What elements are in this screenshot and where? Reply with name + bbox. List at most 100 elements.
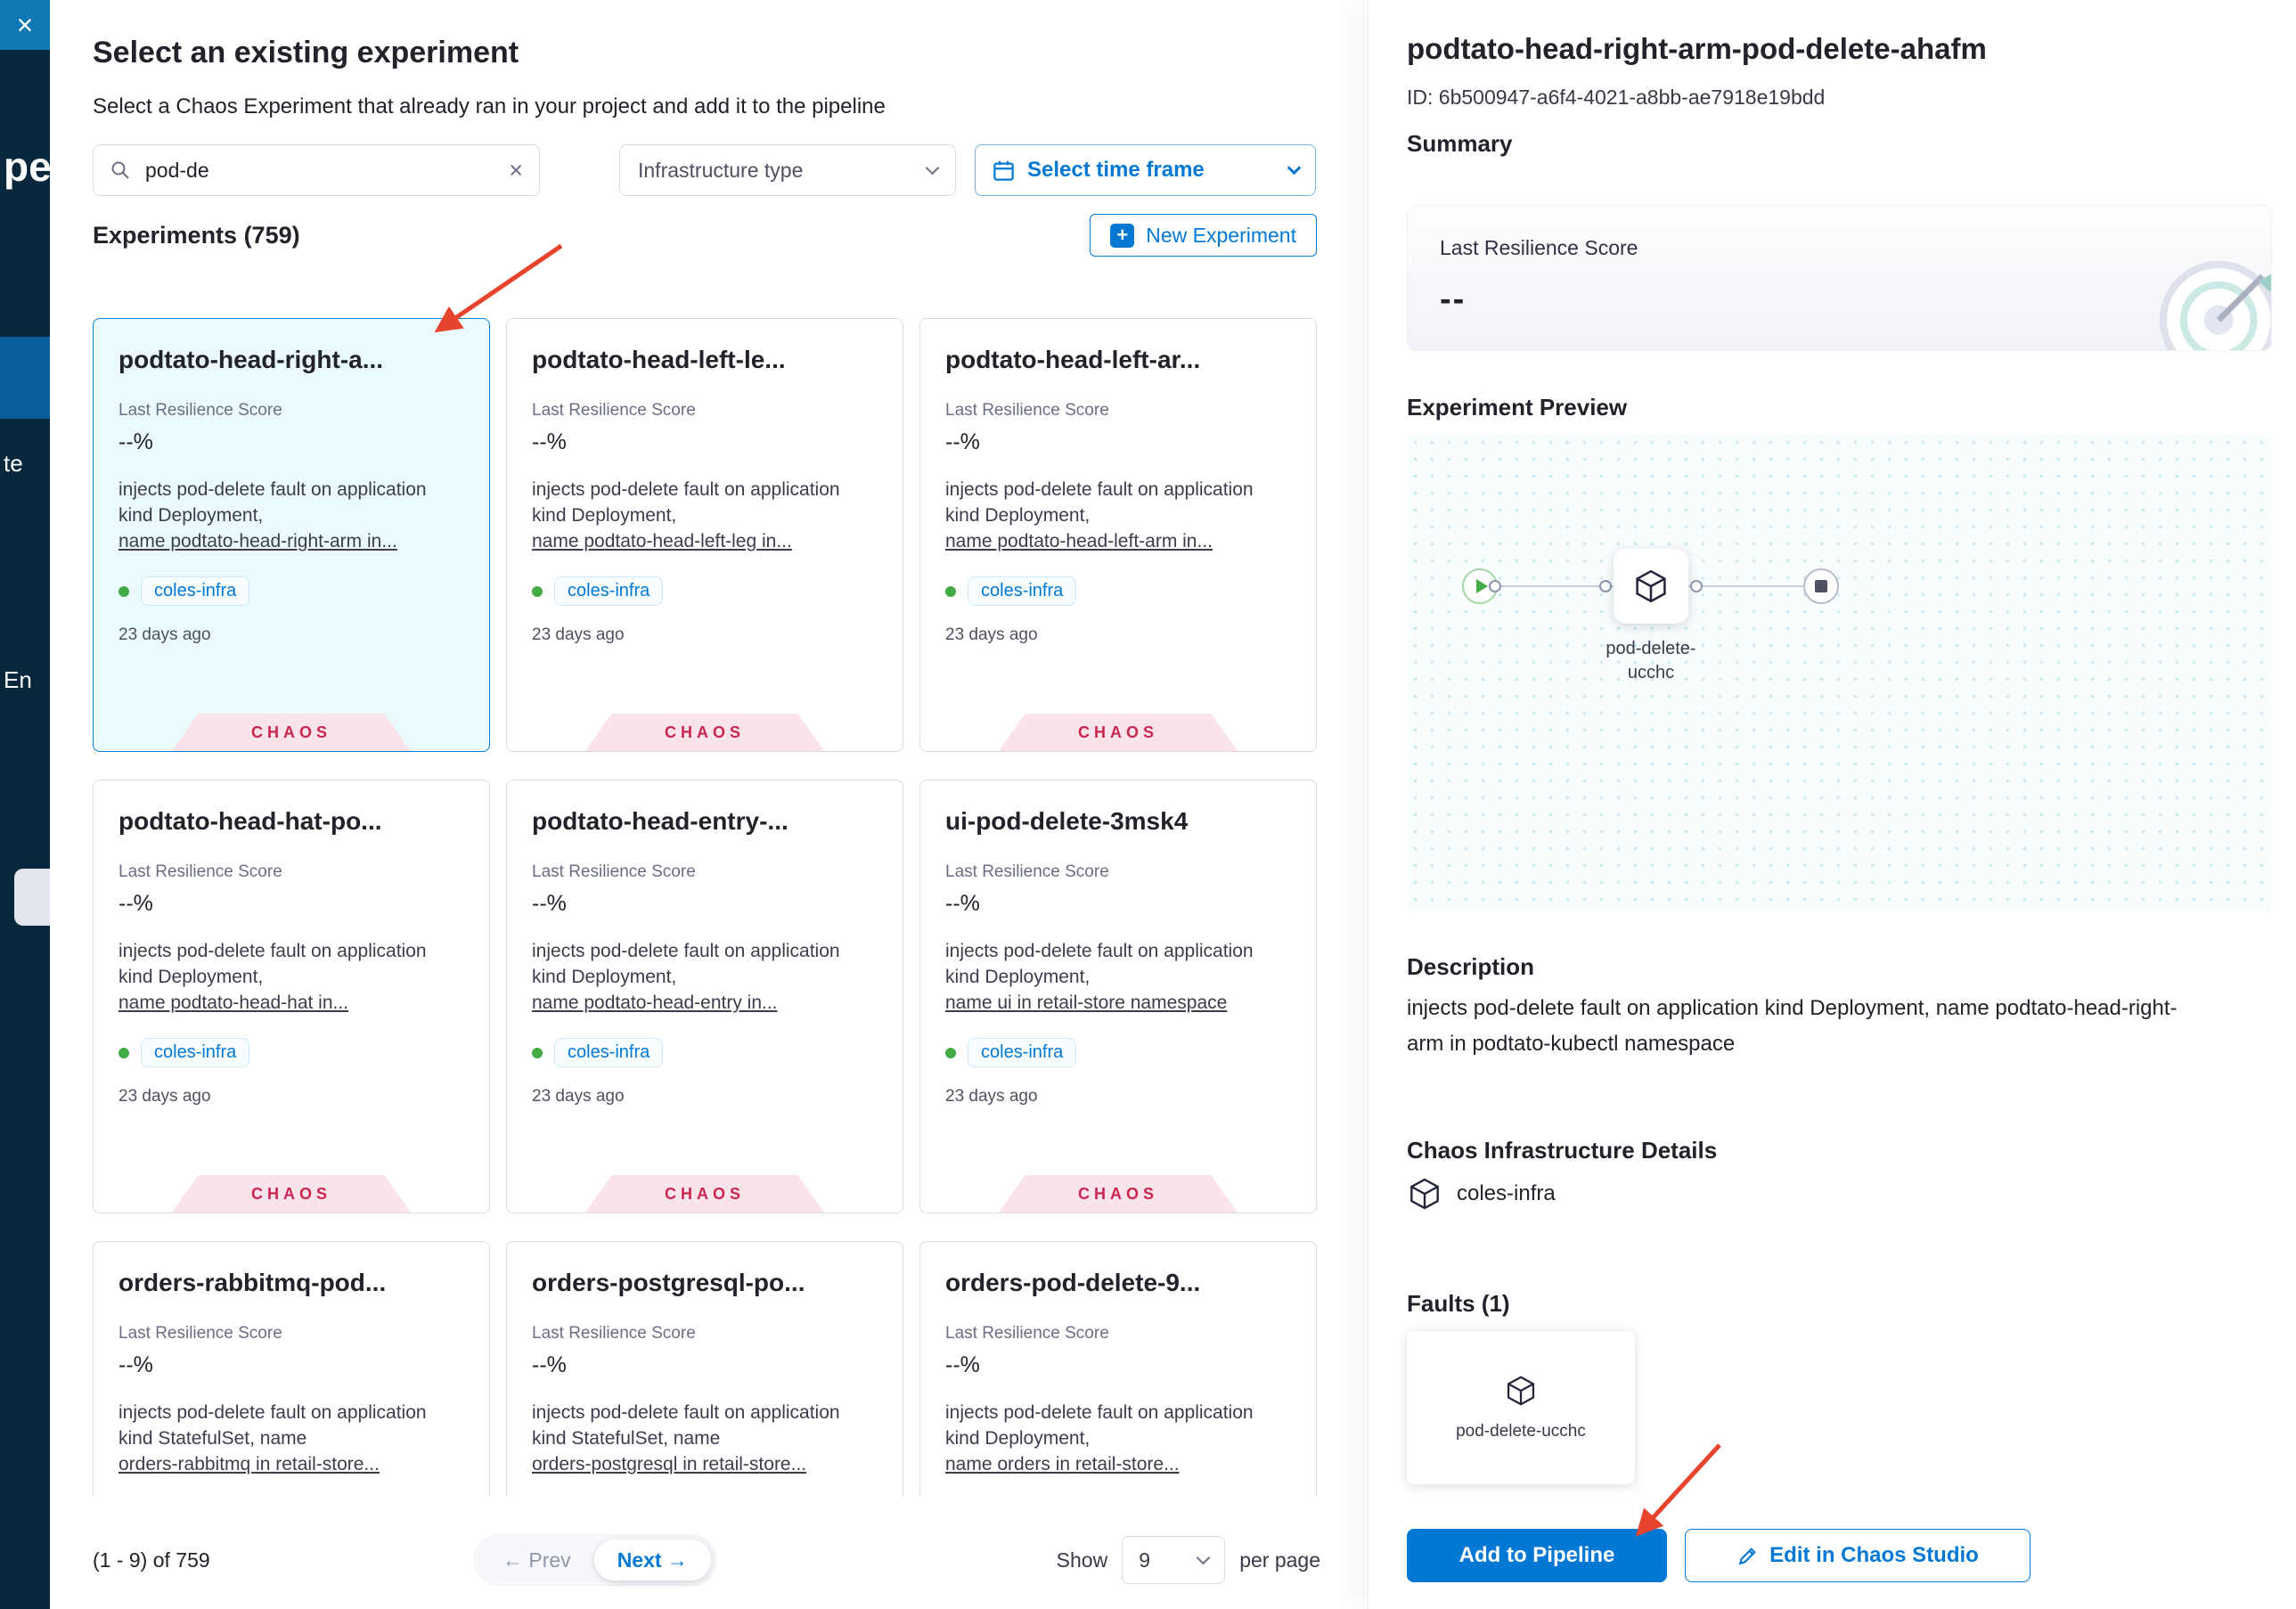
chaos-ribbon-label: CHAOS (1077, 1184, 1158, 1203)
experiment-description: injects pod-delete fault on application … (118, 479, 427, 551)
experiment-preview-canvas[interactable]: pod-delete- ucchc (1407, 434, 2272, 911)
clear-search-icon[interactable]: × (509, 156, 523, 184)
pipeline-end-node (1803, 568, 1839, 604)
status-dot (945, 585, 956, 597)
resilience-score-label: Last Resilience Score (532, 1324, 696, 1343)
experiment-tag-row: coles-infra (945, 1038, 1291, 1067)
fault-name: pod-delete-ucchc (1456, 1422, 1586, 1441)
experiment-card-title: podtato-head-right-a... (118, 346, 384, 373)
experiments-scroll-area[interactable]: podtato-head-right-a... Last Resilience … (93, 318, 1320, 1496)
connector-dot (1599, 580, 1612, 592)
infra-tag[interactable]: coles-infra (141, 576, 250, 606)
infra-tag[interactable]: coles-infra (141, 1038, 250, 1067)
experiment-card-title: podtato-head-left-le... (532, 346, 786, 373)
infrastructure-name: coles-infra (1457, 1181, 1556, 1205)
infrastructure-type-dropdown[interactable]: Infrastructure type (619, 144, 956, 196)
infrastructure-type-label: Infrastructure type (638, 158, 804, 182)
calendar-icon (993, 160, 1014, 181)
infra-tag[interactable]: coles-infra (968, 576, 1077, 606)
target-icon (2159, 260, 2271, 350)
pipeline-connector (1687, 585, 1805, 587)
time-frame-selector[interactable]: Select time frame (975, 144, 1316, 196)
new-experiment-label: New Experiment (1146, 223, 1296, 247)
experiment-age: 23 days ago (532, 625, 625, 644)
pod-delete-icon (1507, 1376, 1535, 1406)
chaos-ribbon: CHAOS (172, 714, 411, 751)
summary-heading: Summary (1407, 130, 1513, 157)
chaos-ribbon-label: CHAOS (250, 723, 331, 741)
search-input[interactable] (143, 157, 497, 184)
resilience-score-label: Last Resilience Score (945, 862, 1109, 881)
experiment-description: injects pod-delete fault on application … (532, 479, 840, 551)
experiments-header: Experiments (759) + New Experiment (93, 214, 1317, 257)
infra-tag[interactable]: coles-infra (554, 1038, 664, 1067)
resilience-score-label: Last Resilience Score (945, 401, 1109, 420)
status-dot (532, 585, 543, 597)
status-dot (118, 585, 129, 597)
experiment-tag-row: coles-infra (532, 1038, 878, 1067)
edit-button-label: Edit in Chaos Studio (1769, 1543, 1979, 1567)
chaos-ribbon: CHAOS (585, 1175, 824, 1213)
modal-title: Select an existing experiment (93, 36, 519, 69)
experiment-age: 23 days ago (945, 625, 1038, 644)
modal-subtitle: Select a Chaos Experiment that already r… (93, 94, 886, 118)
experiment-description: injects pod-delete fault on application … (532, 1402, 840, 1474)
page-size-value: 9 (1139, 1548, 1150, 1572)
infrastructure-heading: Chaos Infrastructure Details (1407, 1137, 1718, 1164)
experiment-select-panel: Select an existing experiment Select a C… (50, 0, 1368, 1609)
infrastructure-row: coles-infra (1407, 1176, 1556, 1212)
experiment-description: injects pod-delete fault on application … (945, 941, 1254, 1013)
fault-card[interactable]: pod-delete-ucchc (1407, 1331, 1635, 1484)
filter-controls: × Infrastructure type Select time frame (93, 144, 1316, 196)
play-icon (1475, 579, 1488, 593)
experiment-card[interactable]: orders-rabbitmq-pod... Last Resilience S… (93, 1241, 490, 1496)
detail-id: ID: 6b500947-a6f4-4021-a8bb-ae7918e19bdd (1407, 86, 1826, 109)
pipeline-connector (1496, 585, 1615, 587)
stop-icon (1815, 580, 1827, 592)
pager: ← Prev Next → (474, 1534, 716, 1586)
status-dot (945, 1047, 956, 1058)
chaos-ribbon: CHAOS (999, 1175, 1238, 1213)
chaos-ribbon: CHAOS (585, 714, 824, 751)
infra-tag[interactable]: coles-infra (554, 576, 664, 606)
edit-in-chaos-studio-button[interactable]: Edit in Chaos Studio (1685, 1529, 2030, 1582)
experiment-card-title: orders-postgresql-po... (532, 1269, 805, 1296)
experiment-card[interactable]: podtato-head-left-le... Last Resilience … (506, 318, 903, 752)
background-nav-highlight (0, 337, 50, 419)
experiment-card-title: podtato-head-hat-po... (118, 807, 382, 835)
experiment-card[interactable]: orders-postgresql-po... Last Resilience … (506, 1241, 903, 1496)
resilience-score-value: --% (532, 891, 567, 916)
new-experiment-button[interactable]: + New Experiment (1090, 214, 1317, 257)
resilience-score-value: --% (945, 891, 980, 916)
page-size-select[interactable]: 9 (1122, 1536, 1226, 1584)
show-label: Show (1056, 1548, 1108, 1572)
infra-tag[interactable]: coles-infra (968, 1038, 1077, 1067)
experiment-description: injects pod-delete fault on application … (118, 1402, 427, 1474)
prev-page-button[interactable]: ← Prev (479, 1540, 594, 1580)
experiment-description: injects pod-delete fault on application … (532, 941, 840, 1013)
detail-actions: Add to Pipeline Edit in Chaos Studio (1407, 1529, 2030, 1582)
pipeline-fault-node[interactable] (1614, 549, 1688, 624)
description-heading: Description (1407, 953, 1535, 980)
experiment-card[interactable]: podtato-head-left-ar... Last Resilience … (919, 318, 1317, 752)
status-dot (118, 1047, 129, 1058)
close-icon[interactable]: × (0, 0, 50, 50)
page-size-control: Show 9 per page (1057, 1534, 1320, 1586)
experiment-card[interactable]: podtato-head-entry-... Last Resilience S… (506, 780, 903, 1213)
chevron-down-icon (925, 160, 940, 176)
experiment-card[interactable]: orders-pod-delete-9... Last Resilience S… (919, 1241, 1317, 1496)
search-box[interactable]: × (93, 144, 540, 196)
experiment-card[interactable]: podtato-head-hat-po... Last Resilience S… (93, 780, 490, 1213)
chaos-ribbon-label: CHAOS (664, 1184, 745, 1203)
experiments-count-heading: Experiments (759) (93, 221, 300, 249)
next-page-button[interactable]: Next → (593, 1540, 711, 1580)
infrastructure-icon (1410, 1178, 1439, 1210)
experiment-tag-row: coles-infra (118, 576, 464, 606)
pod-delete-icon (1636, 569, 1666, 603)
add-to-pipeline-button[interactable]: Add to Pipeline (1407, 1529, 1667, 1582)
resilience-score-label: Last Resilience Score (945, 1324, 1109, 1343)
chaos-ribbon-label: CHAOS (250, 1184, 331, 1203)
experiment-card[interactable]: ui-pod-delete-3msk4 Last Resilience Scor… (919, 780, 1317, 1213)
experiment-card[interactable]: podtato-head-right-a... Last Resilience … (93, 318, 490, 752)
